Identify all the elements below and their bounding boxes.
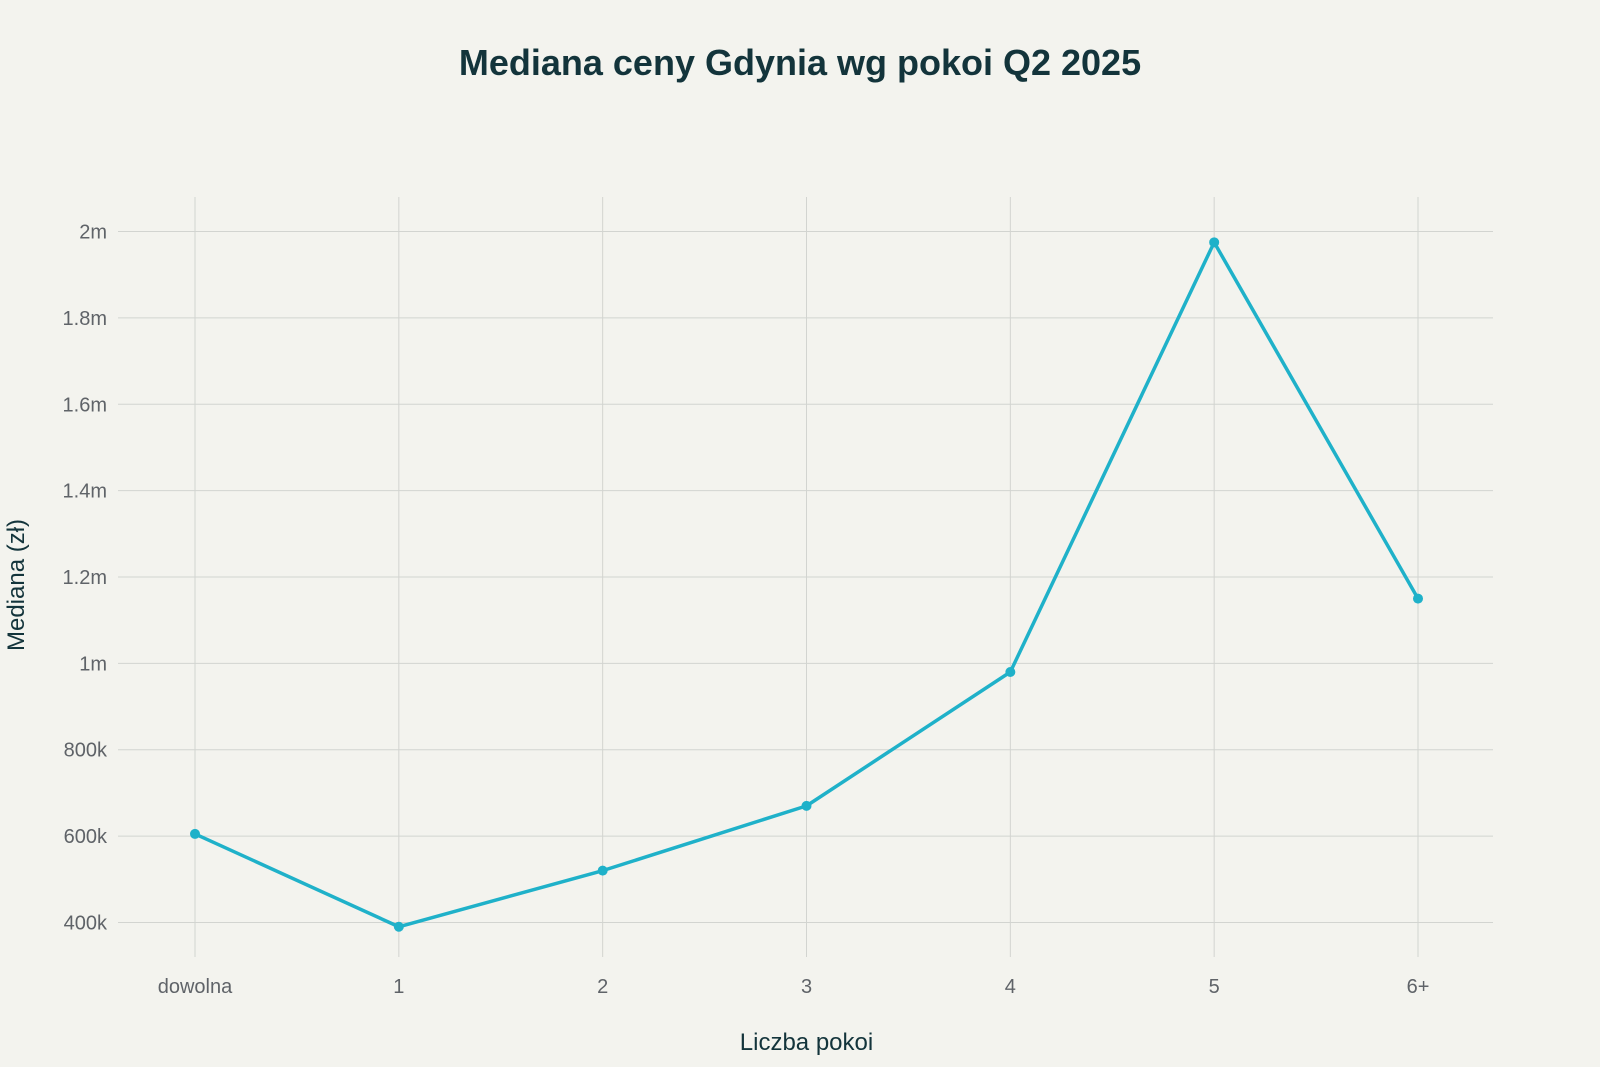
tick-layer: 400k 600k 800k 1m 1.2m 1.4m 1.6m 1.8m 2m dowolna 1… <box>63 222 1430 998</box>
data-point-dowolna[interactable] <box>190 828 200 839</box>
x-tick-label: 2 <box>597 976 608 998</box>
x-tick-label: 3 <box>801 976 812 998</box>
chart-title: Mediana ceny Gdynia wg pokoi Q2 2025 <box>458 42 1142 83</box>
x-axis-title: Liczba pokoi <box>740 1029 873 1056</box>
y-tick-label: 1m <box>79 653 107 675</box>
data-point-4[interactable] <box>1005 667 1016 677</box>
data-point-2[interactable] <box>597 865 608 876</box>
y-tick-label: 1.6m <box>63 394 107 416</box>
data-point-6[interactable] <box>1413 593 1423 604</box>
y-tick-label: 2m <box>79 222 107 244</box>
x-tick-label: 6+ <box>1407 976 1430 998</box>
data-point-1[interactable] <box>393 921 404 932</box>
x-tick-label: dowolna <box>158 976 233 998</box>
x-tick-label: 5 <box>1209 976 1220 998</box>
data-point-3[interactable] <box>801 800 812 811</box>
series-layer <box>190 237 1423 932</box>
y-tick-label: 1.2m <box>63 567 107 589</box>
x-tick-label: 4 <box>1005 976 1016 998</box>
y-tick-label: 400k <box>64 912 108 934</box>
y-tick-label: 1.4m <box>63 481 107 503</box>
data-point-5[interactable] <box>1209 237 1220 248</box>
y-tick-label: 800k <box>64 740 108 762</box>
grid-layer <box>118 197 1493 957</box>
x-tick-label: 1 <box>393 976 404 998</box>
y-tick-label: 600k <box>64 826 108 848</box>
y-tick-label: 1.8m <box>63 308 107 330</box>
y-axis-title: Mediana (zł) <box>3 519 30 651</box>
